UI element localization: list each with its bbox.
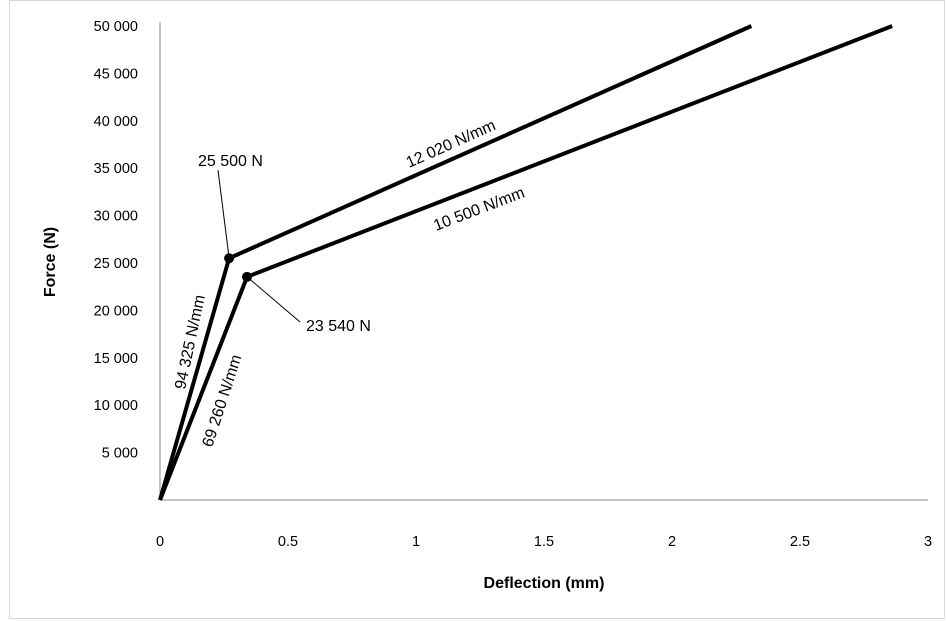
y-tick-label: 30 000 [94,209,138,225]
y-tick-label: 5 000 [102,446,138,462]
y-tick-label: 20 000 [94,303,138,319]
knee-marker-2 [242,271,253,282]
series-line-1 [158,24,753,501]
x-tick-label: 1 [412,534,420,550]
x-axis-title: Deflection (mm) [484,575,605,592]
axes [159,22,928,501]
y-tick-label: 40 000 [94,114,138,130]
x-tick-label: 2.5 [790,534,810,550]
x-tick-label: 3 [924,534,932,550]
chart-frame [9,0,945,619]
annotation-layer: 25 500 N 23 540 N 94 325 N/mm 69 260 N/m… [172,117,527,449]
knee-marker-1 [224,253,235,264]
y-tick-label: 25 000 [94,256,138,272]
upper-knee-leader [217,169,230,259]
x-tick-label: 1.5 [534,534,554,550]
upper-knee-label: 25 500 N [198,153,263,170]
series-layer [158,24,893,501]
y-tick-label: 10 000 [94,398,138,414]
lower-slope-1-label: 69 260 N/mm [200,353,246,450]
y-tick-labels: 5 000 10 000 15 000 20 000 25 000 30 000 35 00… [94,19,138,462]
lower-knee-label: 23 540 N [306,318,371,335]
y-tick-label: 15 000 [94,351,138,367]
x-tick-label: 0.5 [278,534,298,550]
y-axis-title: Force (N) [42,227,59,297]
lower-slope-2-label: 10 500 N/mm [431,184,527,234]
series-line-2 [158,24,893,501]
y-tick-label: 50 000 [94,19,138,35]
y-tick-label: 35 000 [94,161,138,177]
x-tick-label: 0 [156,534,164,550]
lower-knee-leader [246,276,301,323]
y-tick-label: 45 000 [94,66,138,82]
x-tick-labels: 0 0.5 1 1.5 2 2.5 3 [156,534,932,550]
x-tick-label: 2 [668,534,676,550]
